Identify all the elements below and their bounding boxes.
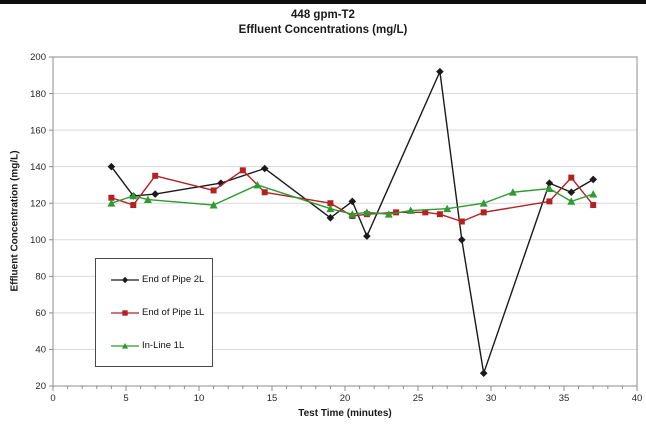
svg-text:20: 20	[35, 381, 46, 392]
chart-title: 448 gpm-T2	[291, 9, 355, 21]
svg-text:80: 80	[35, 272, 46, 283]
svg-text:200: 200	[30, 52, 46, 63]
x-axis: 0 5 10 15 20 25 30 35 40	[50, 386, 642, 404]
svg-text:100: 100	[30, 235, 46, 246]
svg-text:10: 10	[194, 393, 205, 404]
legend-item: In-Line 1L	[109, 340, 210, 351]
y-axis-title: Effluent Concentration (mg/L)	[9, 150, 21, 292]
chart-subtitle: Effluent Concentrations (mg/L)	[238, 24, 408, 36]
triangle-series-marker-icon	[111, 342, 139, 349]
image-top-border	[0, 0, 646, 4]
svg-text:140: 140	[30, 162, 46, 173]
legend-label: In-Line 1L	[142, 340, 185, 351]
legend: End of Pipe 2L End of Pipe 1L In-Line 1L	[95, 258, 213, 367]
svg-text:20: 20	[340, 393, 351, 404]
gridlines	[53, 93, 637, 350]
square-series-marker-icon	[111, 309, 139, 316]
svg-text:30: 30	[486, 393, 497, 404]
svg-text:0: 0	[50, 393, 55, 404]
x-axis-title: Test Time (minutes)	[298, 408, 392, 419]
svg-text:5: 5	[123, 393, 128, 404]
y-axis: 20 40 60 80 100 120 140 160 180 200	[30, 52, 53, 392]
svg-text:180: 180	[30, 89, 46, 100]
legend-item: End of Pipe 1L	[109, 307, 210, 318]
svg-text:40: 40	[35, 345, 46, 356]
svg-text:25: 25	[413, 393, 424, 404]
legend-item: End of Pipe 2L	[109, 274, 210, 285]
svg-text:120: 120	[30, 198, 46, 209]
legend-label: End of Pipe 1L	[142, 307, 205, 318]
series-in-line-1l	[107, 180, 598, 218]
svg-text:35: 35	[559, 393, 570, 404]
svg-text:40: 40	[632, 393, 643, 404]
svg-text:160: 160	[30, 125, 46, 136]
diamond-series-marker-icon	[111, 276, 139, 283]
svg-text:60: 60	[35, 308, 46, 319]
svg-text:15: 15	[267, 393, 278, 404]
series-end-of-pipe-2l	[107, 67, 597, 378]
legend-label: End of Pipe 2L	[142, 274, 205, 285]
